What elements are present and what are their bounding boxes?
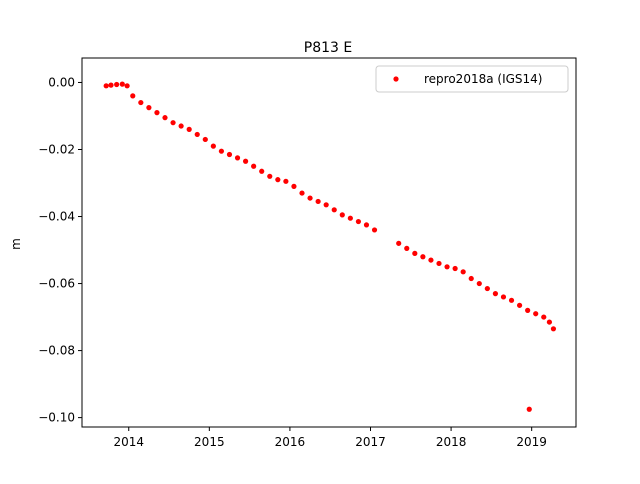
- data-point: [412, 250, 418, 256]
- data-point: [315, 198, 321, 205]
- data-point: [307, 195, 313, 201]
- series-points: [103, 81, 557, 412]
- data-point: [114, 81, 120, 88]
- data-point: [428, 257, 434, 263]
- data-point: [508, 297, 515, 303]
- data-point: [291, 183, 297, 189]
- y-tick-label: −0.10: [38, 411, 75, 425]
- data-point: [103, 83, 109, 89]
- data-point: [226, 151, 233, 158]
- data-point: [347, 215, 353, 221]
- data-point: [436, 260, 442, 267]
- legend-marker: [393, 76, 399, 82]
- data-point: [242, 158, 249, 164]
- data-point: [476, 280, 482, 287]
- y-tick-label: −0.06: [38, 277, 75, 291]
- data-point: [546, 319, 553, 325]
- plot-area-border: [81, 57, 577, 428]
- x-tick-label: 2014: [113, 435, 144, 449]
- data-point: [194, 131, 200, 138]
- legend-box: [375, 65, 569, 93]
- data-point: [154, 110, 160, 116]
- chart-title: P813 E: [304, 40, 352, 56]
- data-point: [323, 202, 329, 208]
- data-point: [404, 245, 410, 251]
- data-point: [492, 291, 499, 297]
- data-point: [550, 326, 557, 332]
- data-point: [396, 240, 402, 246]
- data-point: [355, 218, 362, 225]
- data-point: [299, 190, 305, 196]
- legend: repro2018a (IGS14): [375, 65, 569, 93]
- data-point: [130, 93, 136, 99]
- data-point-outlier: [526, 406, 532, 412]
- y-tick-label: −0.04: [38, 210, 75, 224]
- x-tick-label: 2016: [275, 435, 306, 449]
- data-point: [162, 115, 168, 121]
- x-axis-ticks: 2014 2015 2016 2017 2018 2019: [113, 427, 547, 449]
- data-point: [259, 168, 265, 174]
- data-point: [210, 143, 216, 149]
- data-point: [138, 99, 144, 106]
- data-point: [275, 177, 281, 183]
- data-point: [170, 120, 176, 126]
- data-point: [119, 81, 125, 87]
- data-point: [516, 302, 523, 308]
- y-tick-label: −0.02: [38, 142, 75, 156]
- data-point: [468, 275, 474, 282]
- data-point: [178, 123, 184, 129]
- data-point: [234, 155, 241, 161]
- y-tick-label: 0.00: [48, 75, 75, 89]
- data-point: [484, 285, 490, 292]
- data-point: [460, 269, 466, 275]
- data-point: [452, 265, 458, 272]
- data-point: [331, 207, 337, 213]
- data-point: [371, 227, 378, 233]
- data-point: [146, 105, 152, 111]
- x-tick-label: 2018: [436, 435, 467, 449]
- data-point: [525, 307, 531, 313]
- data-point: [541, 314, 547, 320]
- data-point: [267, 173, 273, 179]
- y-axis-ticks: 0.00 −0.02 −0.04 −0.06 −0.08 −0.10: [38, 75, 82, 425]
- data-point: [283, 178, 289, 184]
- data-point: [186, 126, 192, 132]
- data-point: [363, 222, 370, 228]
- data-point: [533, 311, 539, 317]
- data-point: [108, 82, 114, 88]
- data-point: [444, 264, 450, 270]
- data-point: [420, 254, 426, 260]
- data-point: [218, 148, 225, 154]
- x-tick-label: 2015: [194, 435, 225, 449]
- plot-frame: [81, 57, 577, 428]
- y-tick-label: −0.08: [38, 344, 75, 358]
- data-point: [339, 212, 345, 218]
- y-axis-label: m: [9, 238, 23, 250]
- data-point: [251, 163, 257, 169]
- x-tick-label: 2019: [516, 435, 547, 449]
- data-point: [500, 294, 507, 300]
- x-tick-label: 2017: [355, 435, 386, 449]
- data-point: [202, 136, 208, 143]
- legend-label: repro2018a (IGS14): [424, 72, 542, 86]
- data-point: [124, 83, 130, 89]
